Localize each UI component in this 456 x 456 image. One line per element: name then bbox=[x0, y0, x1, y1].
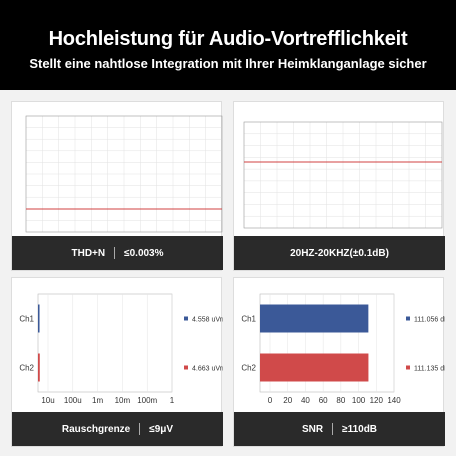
snr-label: SNR bbox=[301, 423, 324, 435]
value-label: 4.558 uVrms bbox=[192, 317, 223, 324]
bar-ch2 bbox=[260, 353, 369, 382]
caption-divider bbox=[332, 423, 334, 435]
page-subtitle: Stellt eine nahtlose Integration mit Ihr… bbox=[29, 56, 427, 71]
caption-divider bbox=[114, 247, 116, 259]
noise-card: 10u 100u 1m 10m 100m 1 Ch1 4.558 uVrms Ch2 4.663 … bbox=[11, 277, 223, 447]
tick-label: 10u bbox=[41, 396, 54, 405]
bar-ch2 bbox=[38, 353, 40, 382]
page-title: Hochleistung für Audio-Vortrefflichkeit bbox=[48, 28, 408, 50]
freq-grid bbox=[244, 122, 442, 228]
legend-swatch bbox=[184, 365, 188, 370]
thd-grid bbox=[26, 116, 222, 232]
tick-label: 100u bbox=[64, 396, 82, 405]
legend-swatch bbox=[184, 316, 188, 321]
noise-value: ≤9μV bbox=[149, 423, 174, 435]
category-label: Ch1 bbox=[241, 315, 256, 324]
snr-caption: SNR ≥110dB bbox=[234, 412, 445, 446]
freq-response-chart bbox=[243, 121, 443, 229]
freq-caption: 20HZ-20KHZ(±0.1dB) bbox=[234, 236, 445, 270]
category-label: Ch2 bbox=[241, 364, 256, 373]
value-label: 111.135 dB bbox=[414, 366, 445, 373]
freq-response-card: 20HZ-20KHZ(±0.1dB) bbox=[233, 101, 445, 271]
noise-caption: Rauschgrenze ≤9μV bbox=[12, 412, 223, 446]
legend-swatch bbox=[406, 316, 410, 321]
tick-label: 1 bbox=[170, 396, 175, 405]
tick-label: 60 bbox=[319, 396, 328, 405]
thd-caption: THD+N ≤0.003% bbox=[12, 236, 223, 270]
noise-chart: 10u 100u 1m 10m 100m 1 Ch1 4.558 uVrms Ch2 4.663 … bbox=[19, 293, 223, 405]
caption-divider bbox=[139, 423, 141, 435]
tick-label: 100m bbox=[137, 396, 157, 405]
freq-label: 20HZ-20KHZ(±0.1dB) bbox=[290, 247, 389, 259]
tick-label: 100 bbox=[352, 396, 366, 405]
value-label: 111.056 dB bbox=[414, 317, 445, 324]
tick-label: 140 bbox=[387, 396, 401, 405]
thd-label: THD+N bbox=[71, 247, 106, 259]
value-label: 4.663 uVrms bbox=[192, 366, 223, 373]
tick-label: 10m bbox=[115, 396, 131, 405]
thd-value: ≤0.003% bbox=[124, 247, 164, 259]
thd-card: THD+N ≤0.003% bbox=[11, 101, 223, 271]
noise-label: Rauschgrenze bbox=[61, 423, 131, 435]
category-label: Ch1 bbox=[19, 315, 34, 324]
tick-label: 1m bbox=[92, 396, 103, 405]
category-label: Ch2 bbox=[19, 364, 34, 373]
snr-value: ≥110dB bbox=[342, 423, 378, 435]
tick-label: 0 bbox=[268, 396, 273, 405]
bar-ch1 bbox=[38, 304, 40, 333]
tick-label: 120 bbox=[370, 396, 384, 405]
legend-swatch bbox=[406, 365, 410, 370]
thd-chart bbox=[25, 115, 223, 233]
plot-frame bbox=[37, 293, 173, 393]
bar-ch1 bbox=[260, 304, 369, 333]
hero-banner: Hochleistung für Audio-Vortrefflichkeit … bbox=[0, 0, 456, 90]
tick-label: 80 bbox=[336, 396, 345, 405]
tick-label: 20 bbox=[283, 396, 292, 405]
tick-label: 40 bbox=[301, 396, 310, 405]
